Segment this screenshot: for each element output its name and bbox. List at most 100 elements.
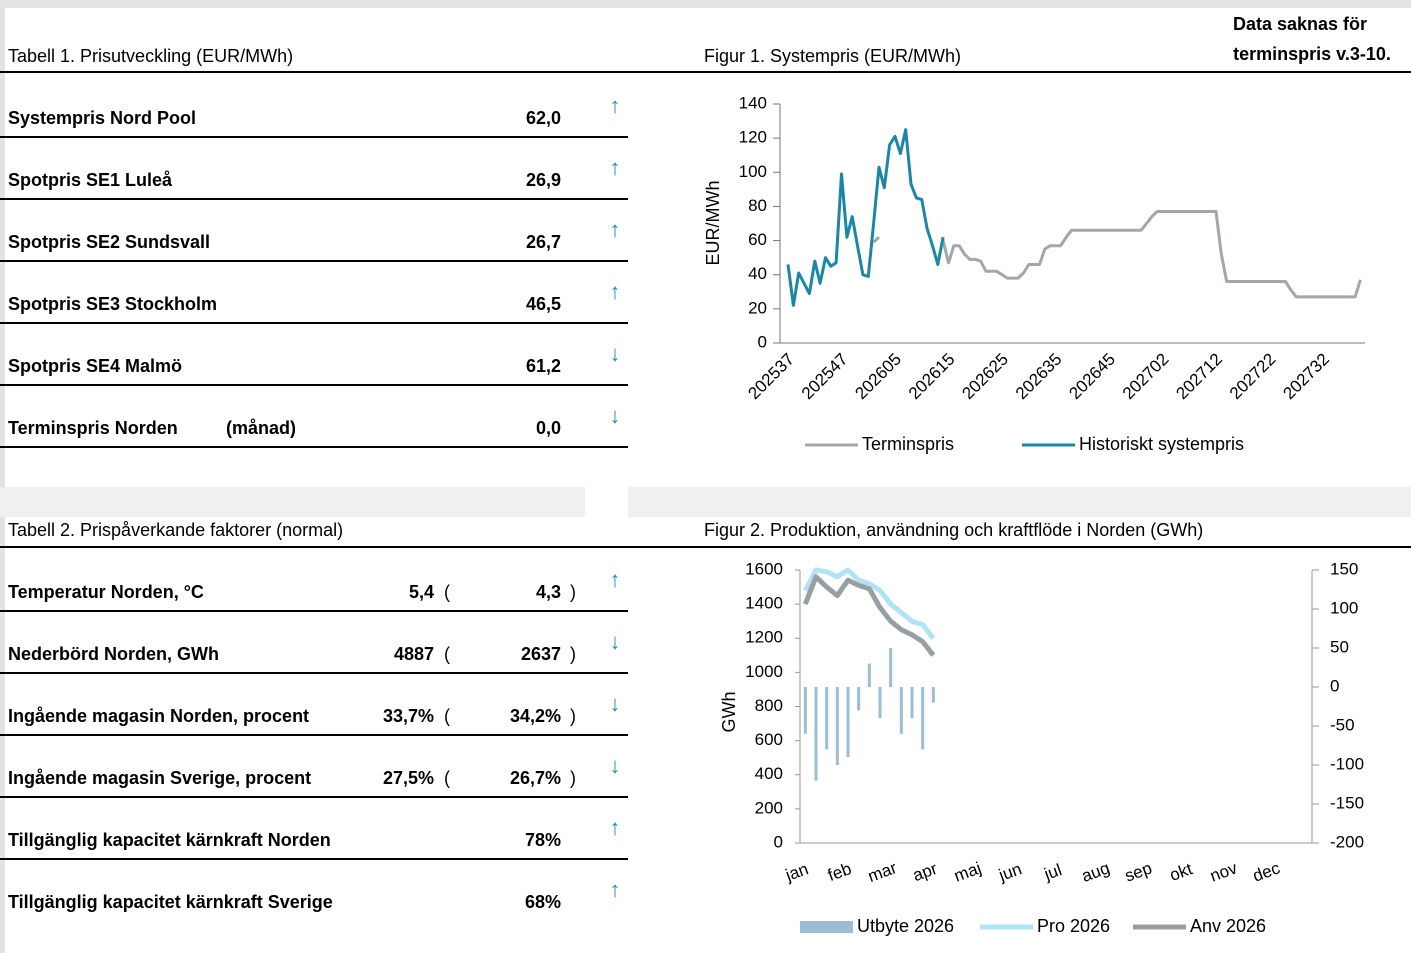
- y-tick-label: 20: [748, 298, 767, 317]
- legend-label: Utbyte 2026: [857, 916, 954, 936]
- bar: [878, 687, 882, 719]
- y-tick-label: 800: [755, 696, 783, 715]
- x-tick-label: 202732: [1279, 350, 1333, 404]
- bar: [825, 687, 829, 750]
- row-value: 46,5: [526, 294, 561, 314]
- paren: ): [570, 644, 576, 664]
- y-tick-label: 140: [739, 93, 767, 112]
- row-label: Spotpris SE4 Malmö: [8, 356, 182, 376]
- paren: (: [444, 644, 450, 664]
- trend-arrow: ↓: [610, 403, 621, 428]
- y-tick-label: 0: [774, 832, 783, 851]
- bar: [921, 687, 925, 750]
- x-tick-label: 202547: [798, 350, 852, 404]
- paren: ): [570, 768, 576, 788]
- line-series: [872, 210, 1362, 299]
- y-tick-label: 600: [755, 730, 783, 749]
- bar: [931, 687, 935, 703]
- paren: ): [570, 582, 576, 602]
- x-tick-label: 202722: [1226, 350, 1280, 404]
- trend-arrow: ↑: [610, 567, 621, 592]
- y2-tick-label: 50: [1330, 637, 1349, 656]
- y-tick-label: 60: [748, 230, 767, 249]
- bar: [814, 687, 818, 781]
- bar: [867, 663, 871, 687]
- paren: (: [444, 706, 450, 726]
- row-normal: 34,2%: [510, 706, 561, 726]
- trend-arrow: ↑: [610, 217, 621, 242]
- paren: ): [570, 706, 576, 726]
- trend-arrow: ↑: [610, 155, 621, 180]
- row-label: Ingående magasin Norden, procent: [8, 706, 309, 726]
- paren: (: [444, 582, 450, 602]
- row-qualifier: (månad): [226, 418, 296, 438]
- bar: [846, 687, 850, 758]
- x-tick-label: 202537: [744, 350, 798, 404]
- trend-arrow: ↓: [610, 629, 621, 654]
- x-tick-label: apr: [910, 859, 940, 885]
- x-tick-label: 202635: [1012, 350, 1066, 404]
- row-value: 26,7: [526, 232, 561, 252]
- x-tick-label: 202625: [958, 350, 1012, 404]
- x-tick-label: 202645: [1065, 350, 1119, 404]
- row-label: Terminspris Norden: [8, 418, 178, 438]
- row-label: Spotpris SE1 Luleå: [8, 170, 173, 190]
- section-band: [628, 487, 1411, 517]
- y2-tick-label: -50: [1330, 715, 1355, 734]
- row-label: Spotpris SE2 Sundsvall: [8, 232, 210, 252]
- row-value: 62,0: [526, 108, 561, 128]
- y-axis-label: GWh: [719, 691, 739, 732]
- row-value: 61,2: [526, 356, 561, 376]
- x-tick-label: 202605: [851, 350, 905, 404]
- y-tick-label: 1400: [745, 594, 783, 613]
- table-title: Tabell 2. Prispåverkande faktorer (norma…: [8, 520, 343, 540]
- y-tick-label: 1000: [745, 662, 783, 681]
- line-series: [802, 574, 936, 657]
- y-tick-label: 120: [739, 128, 767, 147]
- bar: [803, 687, 807, 734]
- row-value: 0,0: [536, 418, 561, 438]
- legend-label: Anv 2026: [1190, 916, 1266, 936]
- x-tick-label: jun: [995, 859, 1024, 885]
- row-label: Tillgänglig kapacitet kärnkraft Sverige: [8, 892, 333, 912]
- y-tick-label: 0: [758, 332, 767, 351]
- y-tick-label: 1600: [745, 559, 783, 578]
- trend-arrow: ↑: [610, 877, 621, 902]
- row-value: 5,4: [409, 582, 434, 602]
- legend-swatch: [800, 921, 853, 933]
- row-normal: 4,3: [536, 582, 561, 602]
- left-band: [0, 0, 5, 953]
- x-tick-label: maj: [952, 858, 984, 885]
- trend-arrow: ↓: [610, 691, 621, 716]
- x-tick-label: aug: [1079, 858, 1112, 886]
- x-tick-label: feb: [825, 859, 854, 885]
- figure-note: Data saknas för: [1233, 14, 1367, 34]
- paren: (: [444, 768, 450, 788]
- bar: [889, 648, 893, 687]
- x-tick-label: 202702: [1119, 350, 1173, 404]
- row-value: 78%: [525, 830, 561, 850]
- row-label: Ingående magasin Sverige, procent: [8, 768, 311, 788]
- row-label: Systempris Nord Pool: [8, 108, 196, 128]
- x-tick-label: okt: [1167, 859, 1195, 885]
- figure-title: Figur 1. Systempris (EUR/MWh): [704, 46, 961, 66]
- y2-tick-label: 0: [1330, 676, 1339, 695]
- top-band: [0, 0, 1411, 8]
- x-tick-label: dec: [1250, 858, 1283, 885]
- legend-label: Pro 2026: [1037, 916, 1110, 936]
- y2-tick-label: -150: [1330, 793, 1364, 812]
- x-tick-label: 202615: [905, 350, 959, 404]
- trend-arrow: ↓: [610, 341, 621, 366]
- line-series: [803, 567, 936, 640]
- row-value: 26,9: [526, 170, 561, 190]
- x-tick-label: jan: [782, 859, 811, 885]
- row-normal: 2637: [521, 644, 561, 664]
- figure-title: Figur 2. Produktion, användning och kraf…: [704, 520, 1203, 540]
- bar: [835, 687, 839, 765]
- legend-label: Historiskt systempris: [1079, 434, 1244, 454]
- x-tick-label: 202712: [1172, 350, 1226, 404]
- row-value: 68%: [525, 892, 561, 912]
- section-band: [0, 487, 585, 517]
- row-label: Tillgänglig kapacitet kärnkraft Norden: [8, 830, 331, 850]
